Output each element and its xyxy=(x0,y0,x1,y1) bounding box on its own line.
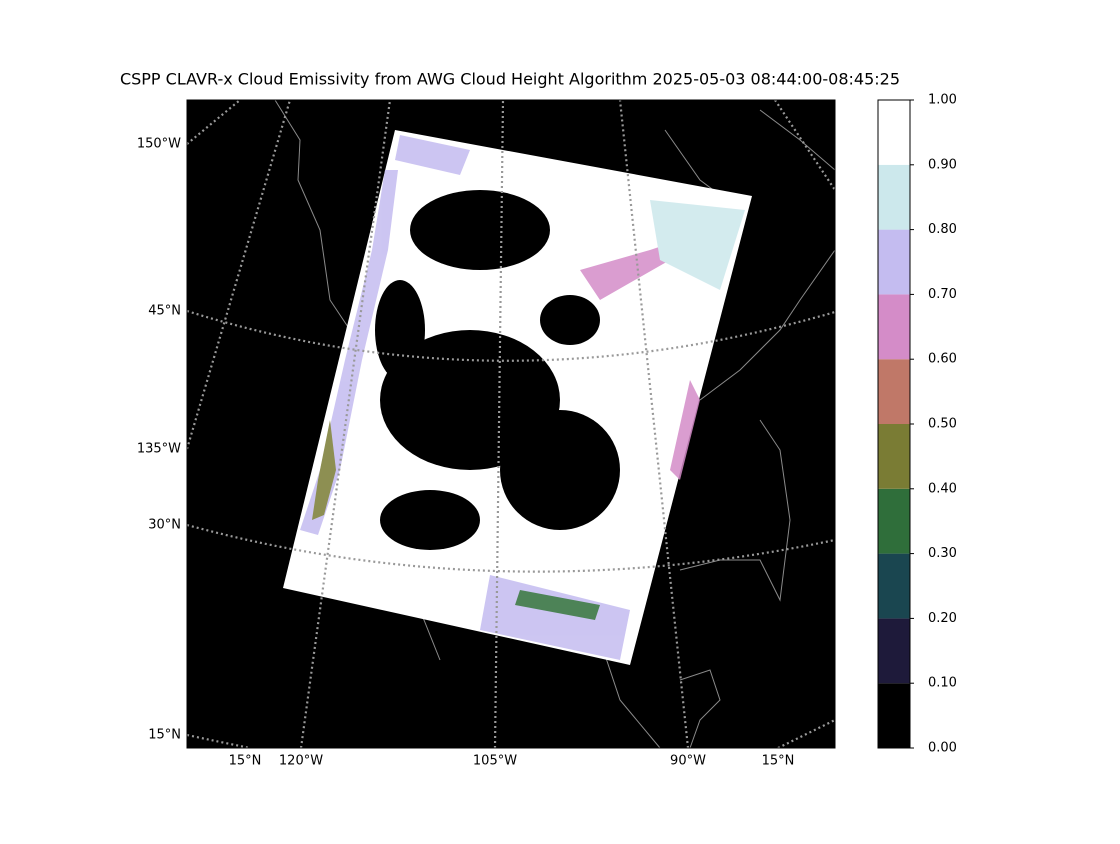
graticule xyxy=(299,100,392,748)
colorbar-segment xyxy=(878,229,910,295)
colorbar-segment xyxy=(878,488,910,554)
graticule xyxy=(187,100,241,145)
graticule xyxy=(187,309,835,362)
colorbar-segment xyxy=(878,424,910,489)
lat-lon-label: 30°N xyxy=(148,518,181,533)
colorbar-tick-label: 0.90 xyxy=(928,157,957,172)
colorbar-tick-label: 0.80 xyxy=(928,222,957,237)
colorbar-tick-label: 0.00 xyxy=(928,741,957,756)
colorbar-segment xyxy=(878,359,910,424)
colorbar-tick-label: 0.30 xyxy=(928,546,957,561)
clear-sky xyxy=(375,190,620,550)
colorbar-tick-label: 1.00 xyxy=(928,93,957,108)
colorbar-tick-label: 0.40 xyxy=(928,481,957,496)
colorbar-segment xyxy=(878,294,910,360)
lat-lon-label: 90°W xyxy=(670,754,706,769)
colorbar-segment xyxy=(878,164,910,230)
colorbar-tick-label: 0.50 xyxy=(928,417,957,432)
lat-lon-label: 120°W xyxy=(279,754,323,769)
coastline xyxy=(679,249,835,602)
lat-lon-label: 15°N xyxy=(148,728,181,743)
lat-lon-label: 135°W xyxy=(137,442,181,457)
graticule xyxy=(187,523,835,573)
map-frame xyxy=(186,99,836,749)
graticule xyxy=(493,100,505,748)
colorbar-segment xyxy=(878,618,910,684)
colorbar-segment xyxy=(878,100,910,165)
colorbar-segment xyxy=(878,683,910,748)
colorbar-tick-label: 0.60 xyxy=(928,352,957,367)
lat-lon-label: 105°W xyxy=(473,754,517,769)
lat-lon-label: 15°N xyxy=(229,754,262,769)
colorbar: 0.00 0.10 0.20 0.30 0.40 0.50 0.60 0.70 0.80 0.90… xyxy=(877,93,957,756)
map xyxy=(186,99,836,749)
graticule xyxy=(618,100,690,748)
graticule xyxy=(187,100,292,450)
cloud-edges xyxy=(300,135,745,660)
colorbar-tick-label: 0.20 xyxy=(928,611,957,626)
colorbar-tick-label: 0.10 xyxy=(928,676,957,691)
graticule xyxy=(187,733,251,748)
title: CSPP CLAVR-x Cloud Emissivity from AWG C… xyxy=(120,70,900,89)
colorbar-tick-label: 0.70 xyxy=(928,287,957,302)
lat-lon-label: 150°W xyxy=(137,137,181,152)
graticule xyxy=(774,100,835,748)
lat-lon-label: 15°N xyxy=(762,754,795,769)
lat-lon-label: 45°N xyxy=(148,304,181,319)
colorbar-segment xyxy=(878,553,910,619)
